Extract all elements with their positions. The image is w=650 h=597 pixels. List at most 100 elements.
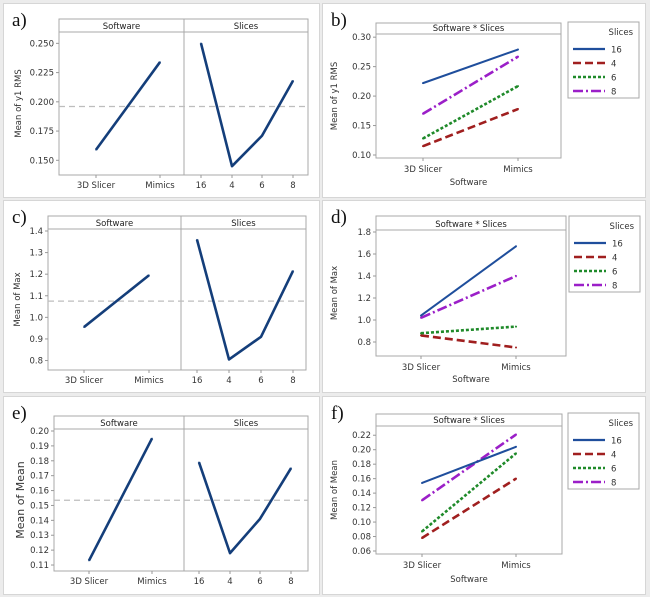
legend-box bbox=[567, 412, 640, 490]
data-point bbox=[196, 238, 198, 241]
data-point-slices-8 bbox=[421, 499, 423, 502]
y-tick-label: 0.30 bbox=[352, 33, 371, 43]
panel-label: a) bbox=[12, 10, 27, 31]
series-line-slices-16 bbox=[421, 445, 517, 484]
data-point bbox=[83, 326, 85, 328]
x-tick-label: 4 bbox=[226, 376, 231, 386]
y-axis-label: Mean of Max bbox=[13, 272, 23, 326]
x-tick-label: 3D Slicer bbox=[402, 363, 441, 373]
legend-entry-slices-16: 16 bbox=[612, 240, 623, 250]
chart-b-interaction-y1-rms: b) 0.10 0.15 0.20 0.25 0.30 Mean of y1 RMS Soft… bbox=[330, 10, 640, 188]
data-point-slices-16 bbox=[517, 48, 519, 51]
panel-c: c) 0.8 0.9 1.0 1.1 1.2 1.3 1.4 Mean of Max Softwa… bbox=[3, 200, 320, 393]
facet-header: Software * Slices bbox=[435, 220, 507, 230]
x-tick-label: Mimics bbox=[503, 165, 533, 175]
data-point-slices-16 bbox=[515, 445, 517, 448]
x-tick-label: Mimics bbox=[134, 376, 164, 386]
x-tick-label: 3D Slicer bbox=[70, 577, 109, 587]
series-line-slices-16 bbox=[420, 245, 517, 317]
series-line-slices-8 bbox=[421, 433, 517, 502]
data-point-slices-4 bbox=[515, 477, 517, 480]
y-tick-label: 0.06 bbox=[352, 547, 371, 557]
x-tick-label: 16 bbox=[196, 181, 207, 191]
x-tick-label: 8 bbox=[290, 181, 295, 191]
chart-d-interaction-max: d) 0.8 1.0 1.2 1.4 1.6 1.8 Mean of Max Software … bbox=[330, 207, 641, 385]
y-tick-label: 1.3 bbox=[29, 249, 43, 259]
y-tick-label: 0.20 bbox=[352, 92, 371, 102]
data-point-slices-4 bbox=[515, 346, 517, 349]
panel-label: b) bbox=[331, 10, 347, 31]
legend-entry-slices-4: 4 bbox=[611, 451, 616, 461]
data-point-slices-8 bbox=[422, 112, 424, 115]
x-tick-label: Mimics bbox=[137, 577, 167, 587]
x-tick-label: 3D Slicer bbox=[77, 181, 116, 191]
plot-frame bbox=[53, 415, 309, 572]
data-point bbox=[259, 518, 261, 520]
facet-header-slices: Slices bbox=[231, 219, 256, 229]
data-point-slices-8 bbox=[515, 433, 517, 436]
series-line-slices-4 bbox=[420, 334, 517, 349]
panel-label: c) bbox=[12, 207, 27, 228]
data-point-slices-6 bbox=[422, 137, 424, 140]
panel-label: d) bbox=[331, 207, 347, 228]
y-tick-label: 0.16 bbox=[30, 487, 49, 497]
legend-box bbox=[567, 21, 640, 99]
y-tick-label: 0.22 bbox=[352, 431, 371, 441]
plot-frame bbox=[375, 22, 562, 159]
chart-a-main-effects-y1-rms: a) 0.150 0.175 0.200 0.225 0.250 Mean of y1 RM… bbox=[12, 10, 309, 191]
y-axis-label: Mean of Max bbox=[330, 266, 340, 320]
x-tick-label: Mimics bbox=[501, 561, 531, 571]
y-tick-label: 0.250 bbox=[30, 39, 54, 49]
legend-entry-slices-8: 8 bbox=[611, 479, 616, 489]
y-tick-label: 0.175 bbox=[30, 127, 54, 137]
panel-d: d) 0.8 1.0 1.2 1.4 1.6 1.8 Mean of Max Software … bbox=[322, 200, 646, 393]
y-tick-label: 1.6 bbox=[357, 250, 371, 260]
y-tick-label: 1.8 bbox=[357, 228, 371, 238]
y-tick-label: 0.15 bbox=[30, 501, 49, 511]
data-point bbox=[228, 358, 230, 361]
y-tick-label: 0.8 bbox=[357, 338, 371, 348]
panel-b: b) 0.10 0.15 0.20 0.25 0.30 Mean of y1 RMS Soft… bbox=[322, 3, 646, 198]
data-point bbox=[292, 270, 294, 272]
data-point-slices-16 bbox=[422, 82, 424, 85]
y-tick-label: 0.17 bbox=[30, 472, 49, 482]
data-point-slices-16 bbox=[515, 245, 517, 248]
x-tick-label: Mimics bbox=[145, 181, 175, 191]
legend-title: Slices bbox=[609, 419, 634, 429]
y-tick-label: 0.150 bbox=[30, 156, 54, 166]
x-tick-label: 3D Slicer bbox=[65, 376, 104, 386]
data-point-slices-6 bbox=[420, 332, 422, 335]
y-tick-label: 0.12 bbox=[30, 546, 49, 556]
y-tick-label: 0.200 bbox=[30, 98, 54, 108]
y-axis-label: Mean of Mean bbox=[14, 461, 27, 539]
x-axis-label: Software bbox=[450, 575, 487, 585]
y-tick-label: 0.13 bbox=[30, 531, 49, 541]
x-tick-label: 8 bbox=[288, 577, 293, 587]
plot-frame bbox=[375, 413, 563, 555]
x-tick-label: 4 bbox=[227, 577, 232, 587]
y-tick-label: 0.25 bbox=[352, 63, 371, 73]
data-point-slices-16 bbox=[421, 481, 423, 484]
legend-entry-slices-16: 16 bbox=[611, 437, 622, 447]
data-point-slices-8 bbox=[515, 275, 517, 277]
y-tick-label: 0.10 bbox=[352, 518, 371, 528]
main-effect-line-software bbox=[94, 61, 162, 151]
y-tick-label: 0.18 bbox=[30, 457, 49, 467]
data-point bbox=[95, 148, 97, 151]
legend-title: Slices bbox=[610, 222, 635, 232]
data-point-slices-4 bbox=[421, 536, 423, 539]
legend-entry-slices-6: 6 bbox=[612, 268, 617, 278]
facet-header-software: Software bbox=[96, 219, 133, 229]
chart-e-main-effects-mean: e) 0.11 0.12 0.13 0.14 0.15 0.16 0.17 0.18 0.19 0.… bbox=[12, 403, 309, 587]
series-line-slices-8 bbox=[422, 55, 519, 115]
y-tick-label: 0.11 bbox=[30, 561, 49, 571]
y-axis-label: Mean of y1 RMS bbox=[14, 69, 24, 138]
panel-label: f) bbox=[331, 403, 344, 424]
x-tick-label: 6 bbox=[258, 376, 263, 386]
x-tick-label: Mimics bbox=[501, 363, 531, 373]
facet-header: Software * Slices bbox=[433, 416, 505, 426]
facet-header-slices: Slices bbox=[234, 22, 259, 32]
data-point bbox=[198, 461, 200, 464]
x-axis-label: Software bbox=[452, 375, 489, 385]
legend-title: Slices bbox=[609, 28, 634, 38]
